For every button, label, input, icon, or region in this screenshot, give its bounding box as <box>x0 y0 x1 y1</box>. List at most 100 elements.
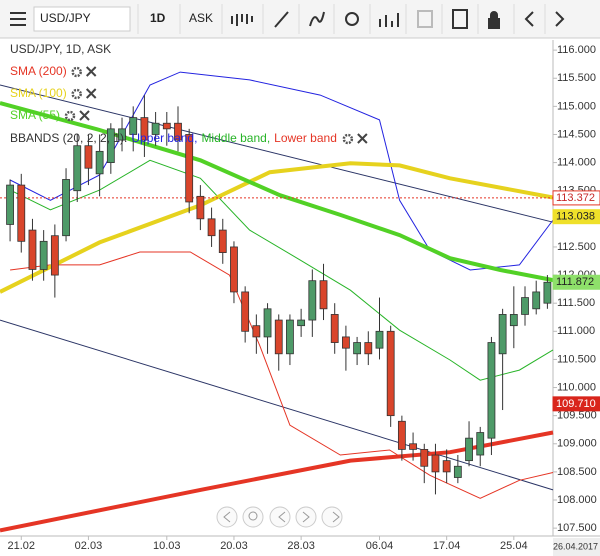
candle-body <box>330 314 339 343</box>
price-tag-label: 111.872 <box>556 276 594 288</box>
candle-body <box>375 330 384 349</box>
candle-body <box>274 319 283 355</box>
candle-body <box>84 145 93 169</box>
candle-body <box>286 319 294 355</box>
candle-body <box>17 184 26 242</box>
y-tick-label: 114.500 <box>557 128 596 140</box>
candle-body <box>431 454 440 473</box>
side[interactable]: ASK <box>189 11 213 25</box>
candle-body <box>308 280 317 321</box>
remove-icon[interactable] <box>357 133 368 144</box>
trend-line <box>0 319 554 491</box>
candle-body <box>129 117 138 135</box>
candle-body <box>207 218 216 237</box>
legend-label: Lower band <box>274 131 337 145</box>
candle-body <box>50 235 59 276</box>
y-tick-label: 112.500 <box>557 241 596 253</box>
settings-icon[interactable] <box>342 133 354 145</box>
candle-body <box>140 117 149 141</box>
candle-body <box>263 308 272 338</box>
remove-icon[interactable] <box>85 88 97 99</box>
price-tag <box>552 209 600 225</box>
price-tag <box>552 274 600 290</box>
y-tick-label: 114.000 <box>557 157 596 169</box>
price-tag <box>552 190 600 206</box>
candle-body <box>118 128 126 141</box>
candle-body <box>532 291 541 310</box>
candle-body <box>185 134 194 203</box>
candle-body <box>420 448 429 467</box>
candle-body <box>465 437 473 462</box>
y-tick-label: 111.500 <box>557 297 595 309</box>
price-tag-label: 113.038 <box>556 211 595 223</box>
settings-icon[interactable] <box>71 66 82 78</box>
candle-body <box>39 240 48 270</box>
candle-body <box>409 443 417 450</box>
candle-body <box>487 342 496 439</box>
x-tick-label: 20.03 <box>220 540 248 552</box>
candle-body <box>162 122 171 130</box>
candle-body <box>397 420 406 450</box>
legend-label: SMA (55) <box>10 108 60 122</box>
menu-button[interactable] <box>10 12 26 26</box>
candle-body <box>521 297 529 315</box>
toolbar-icons[interactable] <box>231 9 565 29</box>
y-tick-label: 115.000 <box>557 100 596 112</box>
y-tick-label: 110.000 <box>557 381 596 393</box>
candle-body <box>73 145 82 192</box>
toolbar-separators <box>137 4 546 34</box>
y-tick-label: 109.000 <box>557 438 597 450</box>
remove-icon[interactable] <box>79 110 90 121</box>
trend-line <box>0 84 554 223</box>
candle-body <box>543 281 552 304</box>
candle-body <box>62 179 70 237</box>
settings-icon[interactable] <box>71 88 82 100</box>
candle-body <box>6 184 14 225</box>
candle-body <box>196 195 205 220</box>
settings-icon[interactable] <box>64 110 76 122</box>
chart-title: USD/JPY, 1D, ASK <box>10 42 111 56</box>
price-tag-label: 109.710 <box>556 398 596 410</box>
navigation[interactable] <box>216 506 343 528</box>
y-tick-label: 110.500 <box>557 353 596 365</box>
candle-body <box>252 325 261 338</box>
candle-body <box>476 432 485 456</box>
candle-body <box>386 330 395 417</box>
y-tick-label: 116.000 <box>557 44 596 56</box>
y-tick-label: 115.500 <box>557 72 596 84</box>
candle-body <box>297 319 306 327</box>
y-tick-label: 111.000 <box>557 325 595 337</box>
y-tick-label: 108.000 <box>557 494 597 506</box>
candle-body <box>95 150 104 175</box>
x-tick-label: 10.03 <box>153 540 181 552</box>
last-date-box <box>553 538 600 556</box>
candle-body <box>151 122 160 135</box>
candle-body <box>28 229 37 270</box>
period[interactable]: 1D <box>150 11 166 25</box>
y-tick-label: 108.500 <box>557 466 597 478</box>
candle-body <box>106 128 115 163</box>
symbol-box[interactable] <box>33 6 131 32</box>
candle-body <box>218 229 227 253</box>
price-tag <box>552 396 600 412</box>
candle-body <box>241 291 250 332</box>
candle-body <box>342 336 350 349</box>
candle-body <box>230 246 238 293</box>
legend-label: SMA (100) <box>10 86 67 100</box>
band-line <box>10 251 554 499</box>
sma-line <box>0 430 554 533</box>
x-tick-label: 02.03 <box>75 540 103 552</box>
remove-icon[interactable] <box>85 66 97 77</box>
x-tick-label: 25.04 <box>500 540 528 552</box>
x-tick-label: 06.04 <box>366 540 394 552</box>
last-date: 26.04.2017 <box>553 541 598 551</box>
y-tick-label: 109.500 <box>557 410 597 422</box>
sma-line <box>0 161 554 294</box>
legend-label: Upper band, <box>131 131 197 145</box>
symbol[interactable]: USD/JPY <box>40 11 91 25</box>
legend-label: SMA (200) <box>10 64 67 78</box>
legend-label: Middle band, <box>201 131 270 145</box>
candle-body <box>498 314 507 355</box>
